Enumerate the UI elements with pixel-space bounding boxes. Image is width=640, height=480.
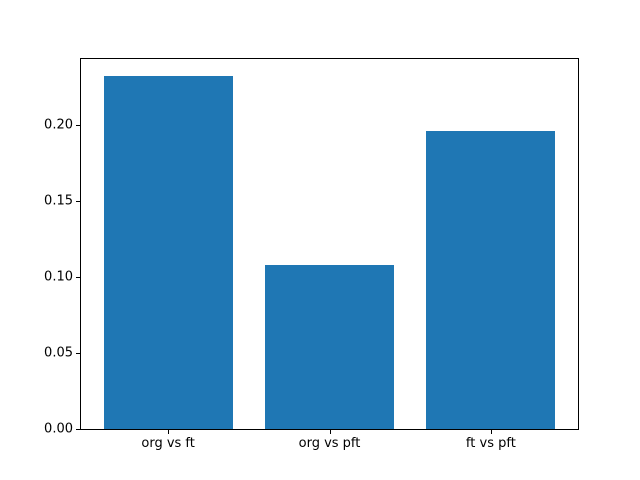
x-tick-label-org-vs-pft: org vs pft <box>298 436 361 451</box>
y-tick-mark <box>76 200 80 202</box>
bar-org-vs-ft <box>103 76 233 429</box>
x-tick-label-org-vs-ft: org vs ft <box>141 436 195 451</box>
y-tick-mark <box>76 124 80 126</box>
plot-area: org vs ft org vs pft ft vs pft 0.00 0.05 0.10… <box>44 58 579 450</box>
x-tick-mark <box>490 430 492 434</box>
y-tick-label-0.00: 0.00 <box>44 421 73 437</box>
y-tick-mark <box>76 428 80 430</box>
bar-org-vs-pft <box>264 264 395 429</box>
y-tick-label-0.10: 0.10 <box>44 269 73 285</box>
bar-ft-vs-pft <box>426 131 556 429</box>
x-tick-mark <box>329 430 331 434</box>
y-tick-mark <box>76 276 80 278</box>
y-tick-label-0.05: 0.05 <box>44 345 73 361</box>
y-tick-mark <box>76 352 80 354</box>
x-tick-label-ft-vs-pft: ft vs pft <box>465 436 516 451</box>
y-tick-label-0.20: 0.20 <box>44 117 73 133</box>
x-tick-mark <box>168 430 170 434</box>
y-tick-label-0.15: 0.15 <box>44 193 73 209</box>
